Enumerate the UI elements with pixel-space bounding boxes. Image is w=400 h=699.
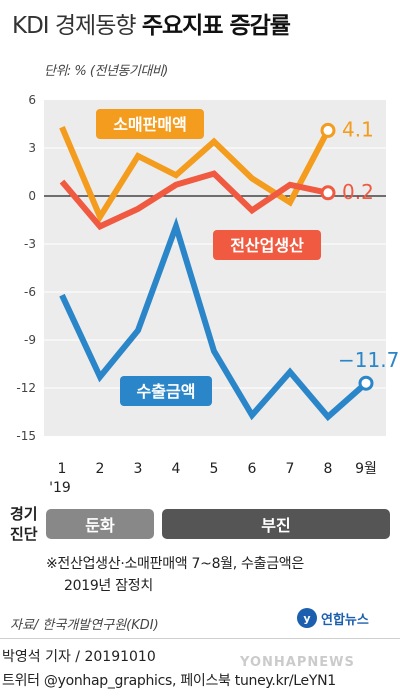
series-name-box (120, 376, 212, 406)
social-text: 트위터 @yonhap_graphics, 페이스북 tuney.kr/LeYN… (2, 673, 336, 689)
y-tick-label: 6 (28, 93, 36, 107)
diagnosis-label: 경기 진단 (10, 504, 38, 544)
watermark: YONHAPNEWS (240, 655, 355, 670)
line-chart: 6 3 0 -3 -6 -9 -12 -15 1 2 3 4 5 6 7 8 9월 '19 4.1 소매판매액 0.… (16, 93, 399, 496)
y-axis-ticks: 6 3 0 -3 -6 -9 -12 -15 (16, 93, 36, 443)
yonhap-logo-text: 연합뉴스 (321, 612, 369, 628)
x-tick-label: 3 (134, 461, 143, 477)
x-tick-label: 4 (172, 461, 181, 477)
x-tick-label: 1 (58, 461, 67, 477)
x-axis-ticks: 1 2 3 4 5 6 7 8 9월 '19 (49, 461, 377, 496)
diagnosis-sluggish: 부진 (162, 509, 390, 539)
series-name-label: 수출금액 (137, 382, 196, 401)
series-end-value: −11.7 (338, 348, 399, 372)
x-tick-label: 2 (96, 461, 105, 477)
credit-text: 박영석 기자 / 20191010 (2, 649, 156, 665)
x-tick-label: 8 (324, 461, 333, 477)
series-name-box (96, 109, 204, 139)
series-name-label: 전산업생산 (230, 236, 304, 255)
y-tick-label: -12 (16, 381, 36, 395)
title-light: KDI 경제동향 (12, 13, 137, 39)
series-end-marker (358, 375, 374, 391)
series-labels: 4.1 소매판매액 0.2 전산업생산 −11.7 수출금액 (96, 109, 399, 406)
unit-label: 단위: % (전년동기대비) (44, 64, 168, 79)
diagnosis-slowdown: 둔화 (46, 509, 154, 539)
x-tick-label: 9월 (355, 461, 377, 477)
diagnosis-label-line2: 진단 (10, 525, 38, 543)
series-line (59, 126, 331, 224)
x-year-label: '19 (49, 480, 71, 496)
series-end-value: 0.2 (342, 180, 374, 204)
page-title: KDI 경제동향 주요지표 증감률 (12, 6, 291, 40)
series-line (59, 216, 368, 422)
yonhap-logo-icon: y (297, 608, 317, 628)
footnote-line1: ※전산업생산·소매판매액 7~8월, 수출금액은 (46, 556, 304, 572)
x-tick-label: 5 (210, 461, 219, 477)
plot-background (44, 100, 386, 436)
series-line (59, 170, 329, 231)
series-name-box (213, 230, 321, 260)
x-tick-label: 6 (248, 461, 257, 477)
y-tick-label: 0 (28, 189, 36, 203)
y-tick-label: -6 (24, 285, 36, 299)
yonhap-logo: y 연합뉴스 (297, 608, 369, 628)
series-lines (59, 122, 374, 422)
footnote: ※전산업생산·소매판매액 7~8월, 수출금액은 2019년 잠정치 (46, 553, 304, 597)
source-text: 자료/ 한국개발연구원(KDI) (10, 618, 159, 633)
series-end-marker (320, 122, 336, 138)
divider (0, 638, 400, 639)
y-tick-label: -9 (24, 333, 36, 347)
series-name-label: 소매판매액 (113, 115, 187, 134)
series-end-value: 4.1 (342, 117, 374, 141)
x-tick-label: 7 (286, 461, 295, 477)
y-tick-label: -15 (16, 429, 36, 443)
footnote-line2: 2019년 잠정치 (64, 578, 153, 594)
y-tick-label: -3 (24, 237, 36, 251)
series-end-marker (320, 185, 336, 201)
y-tick-label: 3 (28, 141, 36, 155)
title-bold: 주요지표 증감률 (141, 13, 291, 39)
diagnosis-label-line1: 경기 (10, 505, 38, 523)
